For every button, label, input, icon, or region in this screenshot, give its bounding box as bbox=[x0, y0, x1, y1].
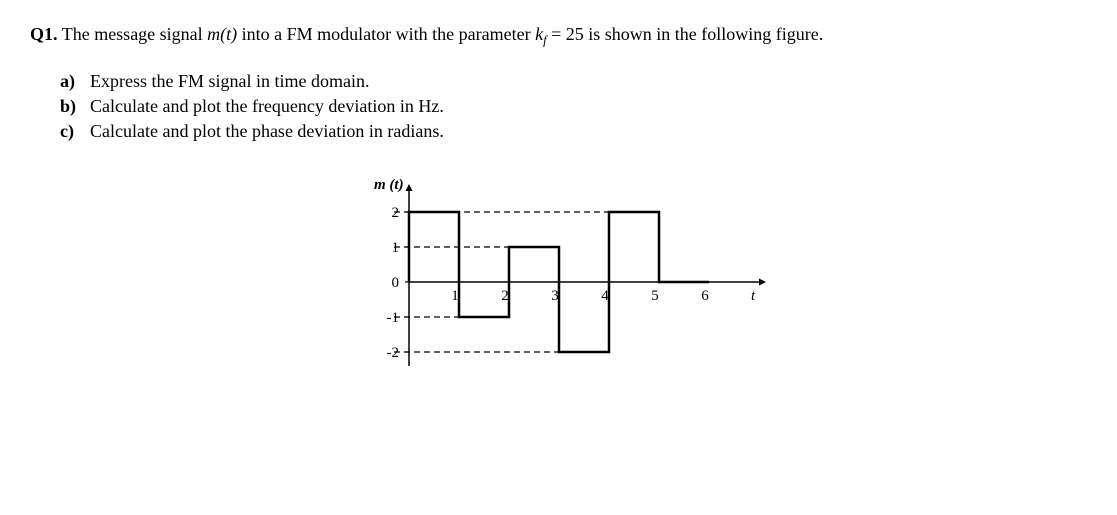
svg-text:3: 3 bbox=[551, 288, 559, 304]
var-t: (t) bbox=[220, 24, 237, 44]
question-label: Q1. bbox=[30, 24, 58, 44]
question-intro: Q1. The message signal m(t) into a FM mo… bbox=[30, 20, 1087, 51]
svg-text:m (t): m (t) bbox=[374, 177, 404, 193]
sub-q-text: Calculate and plot the frequency deviati… bbox=[90, 96, 444, 117]
var-m: m bbox=[207, 24, 220, 44]
q-text-3: = 25 is shown in the following figure. bbox=[547, 24, 824, 44]
sub-question-b: b) Calculate and plot the frequency devi… bbox=[60, 96, 1087, 117]
var-k: k bbox=[535, 24, 543, 44]
q-text-1: The message signal bbox=[62, 24, 207, 44]
sub-q-text: Calculate and plot the phase deviation i… bbox=[90, 121, 444, 142]
svg-text:2: 2 bbox=[501, 288, 509, 304]
sub-q-label: b) bbox=[60, 96, 90, 117]
sub-question-c: c) Calculate and plot the phase deviatio… bbox=[60, 121, 1087, 142]
svg-text:-1: -1 bbox=[386, 310, 399, 326]
svg-text:5: 5 bbox=[651, 288, 659, 304]
svg-text:6: 6 bbox=[701, 288, 709, 304]
svg-text:0: 0 bbox=[391, 275, 399, 291]
sub-questions-list: a) Express the FM signal in time domain.… bbox=[60, 71, 1087, 142]
sub-q-label: c) bbox=[60, 121, 90, 142]
signal-plot-svg: m (t)t-2-1012123456 bbox=[349, 172, 769, 392]
svg-text:t: t bbox=[751, 288, 756, 304]
sub-q-text: Express the FM signal in time domain. bbox=[90, 71, 369, 92]
q-text-2: into a FM modulator with the parameter bbox=[237, 24, 535, 44]
sub-q-label: a) bbox=[60, 71, 90, 92]
signal-figure: m (t)t-2-1012123456 bbox=[349, 172, 769, 397]
svg-text:1: 1 bbox=[451, 288, 459, 304]
svg-text:-2: -2 bbox=[386, 345, 399, 361]
figure-container: m (t)t-2-1012123456 bbox=[30, 172, 1087, 397]
svg-text:2: 2 bbox=[391, 205, 399, 221]
svg-text:1: 1 bbox=[391, 240, 399, 256]
sub-question-a: a) Express the FM signal in time domain. bbox=[60, 71, 1087, 92]
